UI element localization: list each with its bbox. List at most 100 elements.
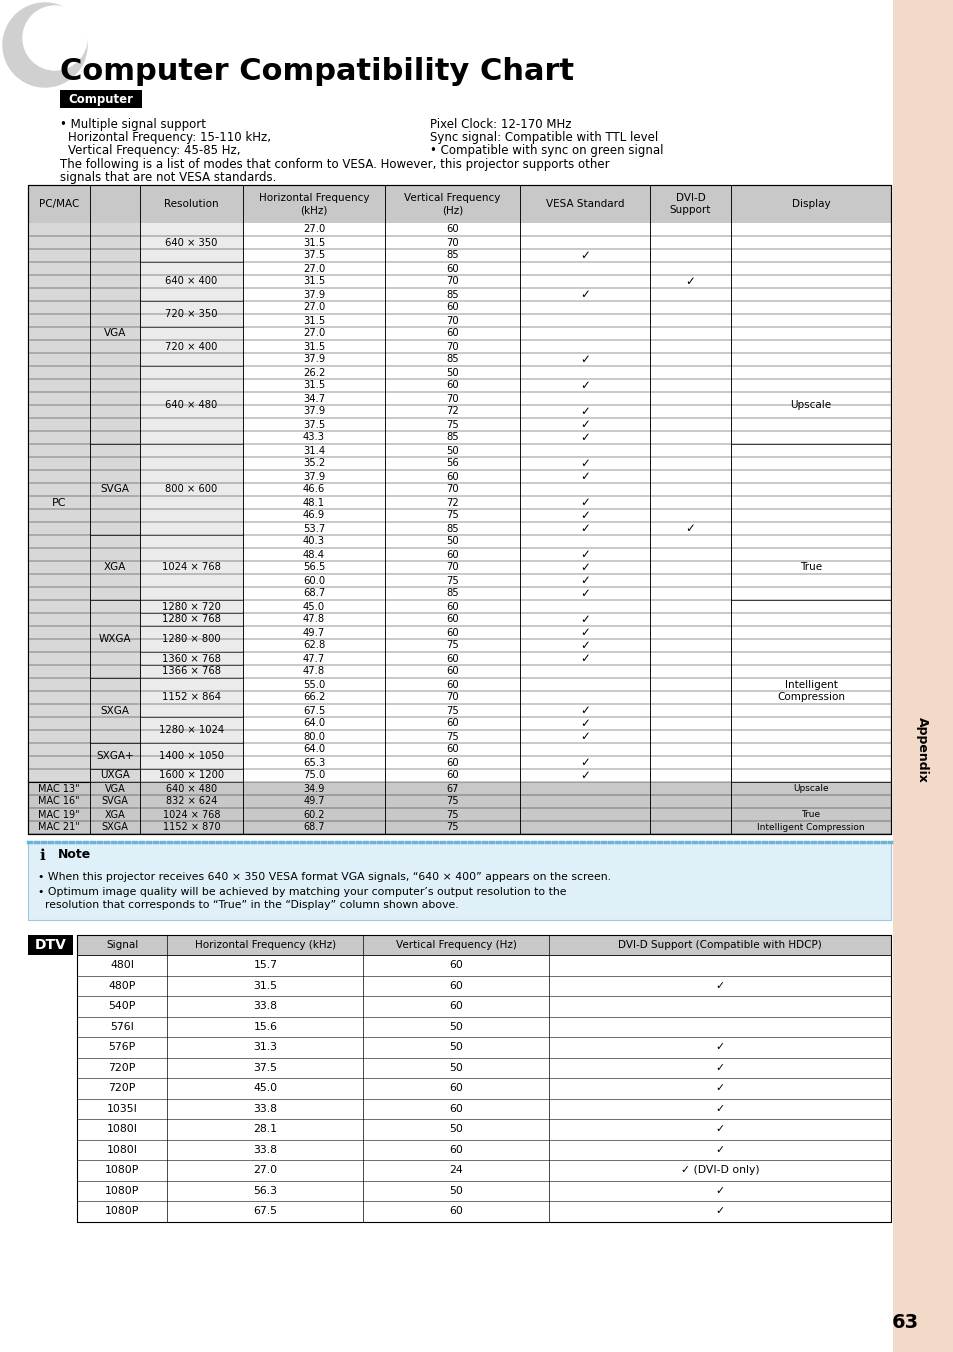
Bar [140, 612, 243, 626]
Text: 85: 85 [446, 354, 458, 365]
Text: Intelligent Compression: Intelligent Compression [757, 823, 864, 831]
Bar [28, 496, 890, 508]
Text: ✓: ✓ [715, 1186, 724, 1195]
Bar [140, 600, 243, 612]
Bar [892, 0, 953, 1352]
Text: SVGA: SVGA [100, 484, 130, 495]
Bar [90, 535, 140, 600]
Bar [140, 677, 243, 717]
Text: 27.0: 27.0 [302, 303, 325, 312]
Text: 720P: 720P [109, 1063, 135, 1072]
Text: True: True [800, 562, 821, 572]
Text: ✓: ✓ [715, 1042, 724, 1052]
Bar [140, 223, 243, 262]
Text: 28.1: 28.1 [253, 1125, 277, 1134]
Text: 1400 × 1050: 1400 × 1050 [159, 750, 224, 761]
Text: 1280 × 1024: 1280 × 1024 [159, 725, 224, 735]
Bar [28, 185, 890, 834]
Text: MAC 21": MAC 21" [38, 822, 80, 833]
Text: MAC 19": MAC 19" [38, 810, 80, 819]
Text: 1280 × 800: 1280 × 800 [162, 634, 220, 644]
Text: 31.5: 31.5 [302, 342, 325, 352]
Text: 15.6: 15.6 [253, 1022, 277, 1032]
Text: 66.2: 66.2 [302, 692, 325, 703]
Text: Display: Display [791, 199, 829, 210]
Text: 75.0: 75.0 [302, 771, 325, 780]
Bar [28, 522, 890, 535]
Bar [28, 392, 890, 406]
Text: 576P: 576P [109, 1042, 135, 1052]
Text: 31.3: 31.3 [253, 1042, 277, 1052]
Bar [90, 677, 140, 744]
Text: 45.0: 45.0 [303, 602, 325, 611]
Text: Appendix: Appendix [915, 717, 927, 783]
Bar [140, 262, 243, 301]
Text: 40.3: 40.3 [303, 537, 325, 546]
Text: DTV: DTV [34, 938, 67, 952]
Text: 85: 85 [446, 523, 458, 534]
Text: 50: 50 [449, 1186, 463, 1195]
Bar [28, 704, 890, 717]
Text: Vertical Frequency: 45-85 Hz,: Vertical Frequency: 45-85 Hz, [68, 145, 240, 157]
Text: 60: 60 [446, 549, 458, 560]
Text: SXGA+: SXGA+ [96, 750, 133, 761]
Bar [28, 769, 890, 781]
Text: 576I: 576I [111, 1022, 134, 1032]
Bar [28, 314, 890, 327]
Bar [28, 691, 890, 704]
Text: 60: 60 [446, 380, 458, 391]
Text: ✓: ✓ [715, 1103, 724, 1114]
Bar [28, 418, 890, 431]
Bar [28, 339, 890, 353]
Text: 640 × 480: 640 × 480 [165, 400, 217, 410]
Text: 85: 85 [446, 289, 458, 300]
Text: Computer: Computer [69, 92, 133, 105]
Text: SXGA: SXGA [100, 706, 130, 715]
Text: 72: 72 [446, 498, 458, 507]
Text: 75: 75 [446, 810, 458, 819]
Text: 33.8: 33.8 [253, 1103, 277, 1114]
Text: 50: 50 [449, 1125, 463, 1134]
Bar [28, 639, 890, 652]
Bar [28, 665, 890, 677]
Text: 31.5: 31.5 [302, 238, 325, 247]
Text: 85: 85 [446, 433, 458, 442]
Text: ✓: ✓ [579, 379, 589, 392]
Text: 60: 60 [446, 667, 458, 676]
Text: 46.9: 46.9 [302, 511, 325, 521]
Text: 1152 × 864: 1152 × 864 [162, 692, 221, 703]
Bar [28, 366, 890, 379]
Text: ✓: ✓ [715, 1206, 724, 1217]
Text: ✓: ✓ [579, 587, 589, 600]
Bar [90, 769, 140, 781]
Text: 60: 60 [446, 771, 458, 780]
Bar [28, 457, 890, 470]
Bar [28, 821, 890, 834]
Text: 60: 60 [446, 472, 458, 481]
Text: 34.9: 34.9 [303, 784, 324, 794]
Bar [28, 842, 890, 919]
Text: 33.8: 33.8 [253, 1002, 277, 1011]
Text: 70: 70 [446, 238, 458, 247]
Text: 60: 60 [446, 627, 458, 638]
Bar [28, 548, 890, 561]
Text: Horizontal Frequency (kHz): Horizontal Frequency (kHz) [194, 940, 335, 950]
Text: 60: 60 [449, 960, 463, 971]
Text: 1366 × 768: 1366 × 768 [162, 667, 221, 676]
Bar [28, 483, 890, 496]
Text: 800 × 600: 800 × 600 [165, 484, 217, 495]
Text: 1024 × 768: 1024 × 768 [162, 562, 221, 572]
Text: 75: 75 [446, 641, 458, 650]
Bar [60, 91, 142, 108]
Text: 35.2: 35.2 [302, 458, 325, 469]
Text: 72: 72 [446, 407, 458, 416]
Text: ✓: ✓ [579, 717, 589, 730]
Text: 75: 75 [446, 511, 458, 521]
Text: Resolution: Resolution [164, 199, 218, 210]
Text: 45.0: 45.0 [253, 1083, 277, 1094]
Bar [28, 756, 890, 769]
Text: ✓: ✓ [579, 496, 589, 508]
Text: ✓: ✓ [579, 288, 589, 301]
Text: 60: 60 [446, 757, 458, 768]
Text: 60: 60 [449, 980, 463, 991]
